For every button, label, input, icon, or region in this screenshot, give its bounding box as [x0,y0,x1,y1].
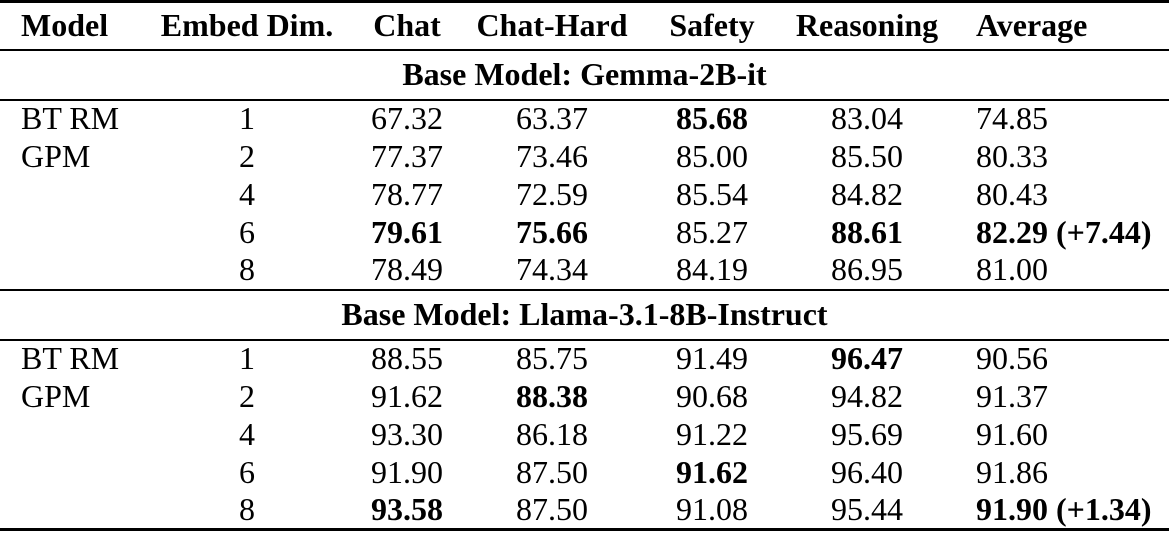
cell-safety: 85.00 [676,137,748,174]
table-row: 8 93.58 87.50 91.08 95.44 91.90 (+1.34) [0,492,1169,530]
cell-reasoning: 96.47 [831,340,903,377]
cell-average: 91.90 (+1.34) [976,491,1152,528]
section-title: Base Model: Llama-3.1-8B-Instruct [341,295,828,332]
cell-average: 74.85 [976,100,1048,137]
cell-chat-hard: 85.75 [516,340,588,377]
cell-model: GPM [21,377,91,414]
cell-chat: 77.37 [371,137,443,174]
col-header-embed-dim: Embed Dim. [160,7,334,44]
cell-chat: 88.55 [371,340,443,377]
cell-chat-hard: 87.50 [516,491,588,528]
cell-average: 91.60 [976,415,1048,452]
cell-embed-dim: 6 [239,453,255,490]
cell-safety: 84.19 [676,251,748,288]
cell-embed-dim: 4 [239,175,255,212]
table-row: 4 93.30 86.18 91.22 95.69 91.60 [0,416,1169,454]
cell-average: 90.56 [976,340,1048,377]
table-row: GPM 2 77.37 73.46 85.00 85.50 80.33 [0,138,1169,176]
cell-embed-dim: 2 [239,377,255,414]
cell-embed-dim: 1 [239,100,255,137]
cell-model [0,176,152,214]
cell-average: 91.86 [976,453,1048,490]
cell-model: BT RM [21,340,120,377]
cell-chat-hard: 86.18 [516,415,588,452]
cell-embed-dim: 1 [239,340,255,377]
cell-model: BT RM [21,100,120,137]
col-header-chat-hard: Chat-Hard [476,7,628,44]
cell-safety: 85.68 [676,100,748,137]
cell-safety: 91.22 [676,415,748,452]
cell-chat: 78.49 [371,251,443,288]
section-header-row: Base Model: Llama-3.1-8B-Instruct [0,289,1169,340]
column-header-row: Model Embed Dim. Chat Chat-Hard Safety R… [0,2,1169,50]
table-row: BT RM 1 88.55 85.75 91.49 96.47 90.56 [0,340,1169,378]
cell-reasoning: 95.69 [831,415,903,452]
cell-chat-hard: 72.59 [516,175,588,212]
cell-reasoning: 95.44 [831,491,903,528]
cell-safety: 91.08 [676,491,748,528]
cell-chat: 93.58 [371,491,443,528]
cell-chat: 93.30 [371,415,443,452]
cell-chat-hard: 63.37 [516,100,588,137]
cell-embed-dim: 8 [239,491,255,528]
cell-chat-hard: 74.34 [516,251,588,288]
col-header-reasoning: Reasoning [795,7,939,44]
cell-reasoning: 83.04 [831,100,903,137]
cell-reasoning: 86.95 [831,251,903,288]
cell-chat-hard: 87.50 [516,453,588,490]
cell-safety: 90.68 [676,377,748,414]
cell-model [0,454,152,492]
cell-reasoning: 88.61 [831,213,903,250]
cell-average: 81.00 [976,251,1048,288]
cell-reasoning: 96.40 [831,453,903,490]
cell-average: 80.33 [976,137,1048,174]
cell-average: 82.29 (+7.44) [976,213,1152,250]
cell-chat: 78.77 [371,175,443,212]
cell-reasoning: 85.50 [831,137,903,174]
cell-average: 91.37 [976,377,1048,414]
table-row: GPM 2 91.62 88.38 90.68 94.82 91.37 [0,378,1169,416]
cell-safety: 85.27 [676,213,748,250]
results-table: Model Embed Dim. Chat Chat-Hard Safety R… [0,0,1169,531]
cell-chat: 67.32 [371,100,443,137]
cell-chat: 91.90 [371,453,443,490]
cell-model [0,214,152,252]
cell-model [0,416,152,454]
cell-chat: 91.62 [371,377,443,414]
cell-model [0,252,152,290]
cell-reasoning: 84.82 [831,175,903,212]
cell-chat-hard: 75.66 [516,213,588,250]
table-section: Base Model: Llama-3.1-8B-Instruct BT RM 1 8… [0,289,1169,530]
col-header-safety: Safety [669,7,755,44]
cell-embed-dim: 2 [239,137,255,174]
cell-chat-hard: 73.46 [516,137,588,174]
table-row: BT RM 1 67.32 63.37 85.68 83.04 74.85 [0,100,1169,138]
cell-embed-dim: 8 [239,251,255,288]
col-header-average: Average [976,7,1088,44]
cell-embed-dim: 4 [239,415,255,452]
cell-model [0,492,152,530]
table-row: 8 78.49 74.34 84.19 86.95 81.00 [0,252,1169,290]
cell-model: GPM [21,137,91,174]
table-row: 6 91.90 87.50 91.62 96.40 91.86 [0,454,1169,492]
table-section: Base Model: Gemma-2B-it BT RM 1 67.32 63.37 8… [0,49,1169,290]
cell-safety: 91.49 [676,340,748,377]
section-title: Base Model: Gemma-2B-it [402,55,767,92]
cell-safety: 85.54 [676,175,748,212]
cell-chat-hard: 88.38 [516,377,588,414]
col-header-chat: Chat [373,7,441,44]
col-header-model: Model [21,7,109,44]
cell-reasoning: 94.82 [831,377,903,414]
table-row: 6 79.61 75.66 85.27 88.61 82.29 (+7.44) [0,214,1169,252]
cell-chat: 79.61 [371,213,443,250]
section-header-row: Base Model: Gemma-2B-it [0,49,1169,100]
table-row: 4 78.77 72.59 85.54 84.82 80.43 [0,176,1169,214]
cell-average: 80.43 [976,175,1048,212]
cell-embed-dim: 6 [239,213,255,250]
cell-safety: 91.62 [676,453,748,490]
